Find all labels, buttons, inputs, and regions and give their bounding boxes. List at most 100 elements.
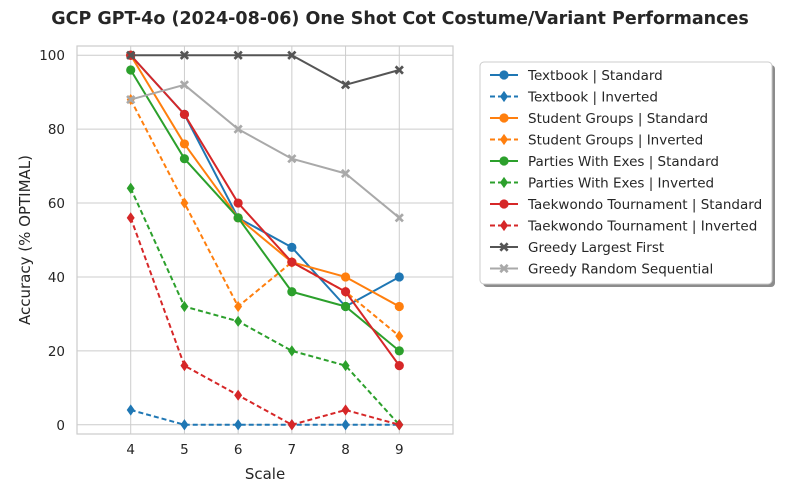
- data-point: [395, 419, 404, 431]
- legend-marker: [500, 176, 508, 189]
- data-point: [126, 404, 135, 416]
- data-point: [287, 154, 297, 164]
- series-line: [129, 99, 400, 337]
- data-point: [287, 287, 297, 297]
- series-6: [126, 182, 404, 431]
- axis-ticks: 4 5 6 7 8 9 0 20 40 60 80 100: [39, 48, 403, 458]
- data-point: [287, 257, 297, 267]
- data-point: [340, 272, 351, 282]
- data-point: [340, 168, 351, 179]
- data-point: [234, 419, 243, 431]
- data-point: [180, 360, 189, 372]
- y-tick-label: 80: [48, 122, 65, 138]
- x-tick-label: 8: [341, 442, 350, 458]
- legend-item: Greedy Random Sequential: [490, 262, 713, 278]
- data-point: [340, 287, 351, 297]
- data-point: [394, 346, 404, 356]
- legend-label: Taekwondo Tournament | Standard: [527, 197, 762, 213]
- series-line: [129, 54, 401, 367]
- legend-item: Student Groups | Standard: [490, 111, 708, 127]
- legend-label: Student Groups | Inverted: [528, 133, 703, 149]
- series-line: [129, 69, 400, 352]
- legend-item: Student Groups | Inverted: [490, 133, 703, 149]
- x-axis-label: Scale: [245, 465, 285, 483]
- series-line: [129, 54, 400, 308]
- series-9: [126, 50, 404, 90]
- legend-label: Parties With Exes | Standard: [528, 154, 719, 170]
- data-point: [395, 330, 404, 342]
- data-point: [180, 419, 189, 431]
- data-point: [340, 80, 351, 90]
- data-point: [126, 94, 136, 105]
- series-2: [126, 404, 404, 431]
- data-point: [233, 198, 243, 208]
- data-point: [233, 50, 243, 60]
- legend-item: Taekwondo Tournament | Inverted: [490, 219, 757, 235]
- data-point: [234, 389, 243, 401]
- legend-item: Parties With Exes | Standard: [490, 154, 719, 170]
- legend-label: Textbook | Standard: [527, 68, 663, 84]
- data-point: [179, 109, 190, 119]
- series-line: [129, 187, 401, 426]
- x-tick-label: 9: [395, 442, 404, 458]
- data-point: [287, 242, 297, 252]
- legend-item: Taekwondo Tournament | Standard: [490, 197, 762, 213]
- legend-item: Textbook | Inverted: [490, 90, 658, 106]
- data-point: [394, 213, 404, 223]
- data-point: [179, 50, 190, 60]
- data-point: [180, 300, 189, 313]
- data-point: [126, 212, 135, 224]
- data-point: [233, 124, 243, 134]
- y-axis-label: Accuracy (% OPTIMAL): [16, 155, 34, 325]
- x-tick-label: 4: [126, 442, 135, 458]
- series-line: [129, 54, 400, 308]
- series-10: [126, 80, 404, 223]
- legend: Textbook | Standard Textbook | Inverted St…: [479, 61, 775, 287]
- data-point: [126, 65, 136, 75]
- series-5: [126, 65, 404, 356]
- y-tick-label: 0: [56, 418, 65, 434]
- legend-marker: [499, 263, 509, 274]
- y-tick-label: 20: [48, 344, 65, 360]
- data-point: [234, 315, 243, 327]
- legend-marker: [499, 113, 509, 123]
- x-tick-label: 5: [180, 442, 189, 458]
- legend-label: Greedy Random Sequential: [528, 262, 713, 278]
- series-line: [130, 83, 400, 219]
- data-point: [287, 345, 296, 357]
- legend-item: Textbook | Standard: [490, 68, 663, 84]
- data-point: [340, 301, 351, 312]
- legend-label: Taekwondo Tournament | Inverted: [527, 219, 757, 235]
- series-line: [130, 409, 400, 426]
- legend-marker: [500, 133, 508, 146]
- series-8: [126, 212, 404, 431]
- y-tick-label: 40: [48, 270, 65, 286]
- data-point: [234, 300, 243, 313]
- legend-item: Greedy Largest First: [490, 240, 664, 256]
- data-point: [179, 154, 190, 164]
- series-line: [129, 217, 400, 426]
- data-point: [179, 80, 190, 90]
- x-tick-label: 7: [288, 442, 297, 458]
- data-point: [341, 404, 350, 416]
- data-point: [126, 182, 135, 194]
- data-point: [341, 360, 350, 372]
- data-point: [233, 213, 243, 223]
- legend-marker: [500, 90, 508, 103]
- legend-marker: [499, 156, 509, 166]
- plot-area-frame: [76, 45, 454, 435]
- legend-label: Parties With Exes | Inverted: [528, 176, 714, 192]
- legend-marker: [499, 70, 509, 80]
- legend-item: Parties With Exes | Inverted: [490, 176, 714, 192]
- data-point: [287, 419, 296, 431]
- data-point: [394, 361, 404, 371]
- y-tick-label: 100: [39, 48, 65, 64]
- data-point: [287, 50, 297, 60]
- series-7: [126, 50, 404, 371]
- series-line: [130, 54, 400, 86]
- legend-marker: [500, 219, 508, 232]
- legend-label: Greedy Largest First: [528, 240, 664, 256]
- legend-marker: [499, 242, 509, 252]
